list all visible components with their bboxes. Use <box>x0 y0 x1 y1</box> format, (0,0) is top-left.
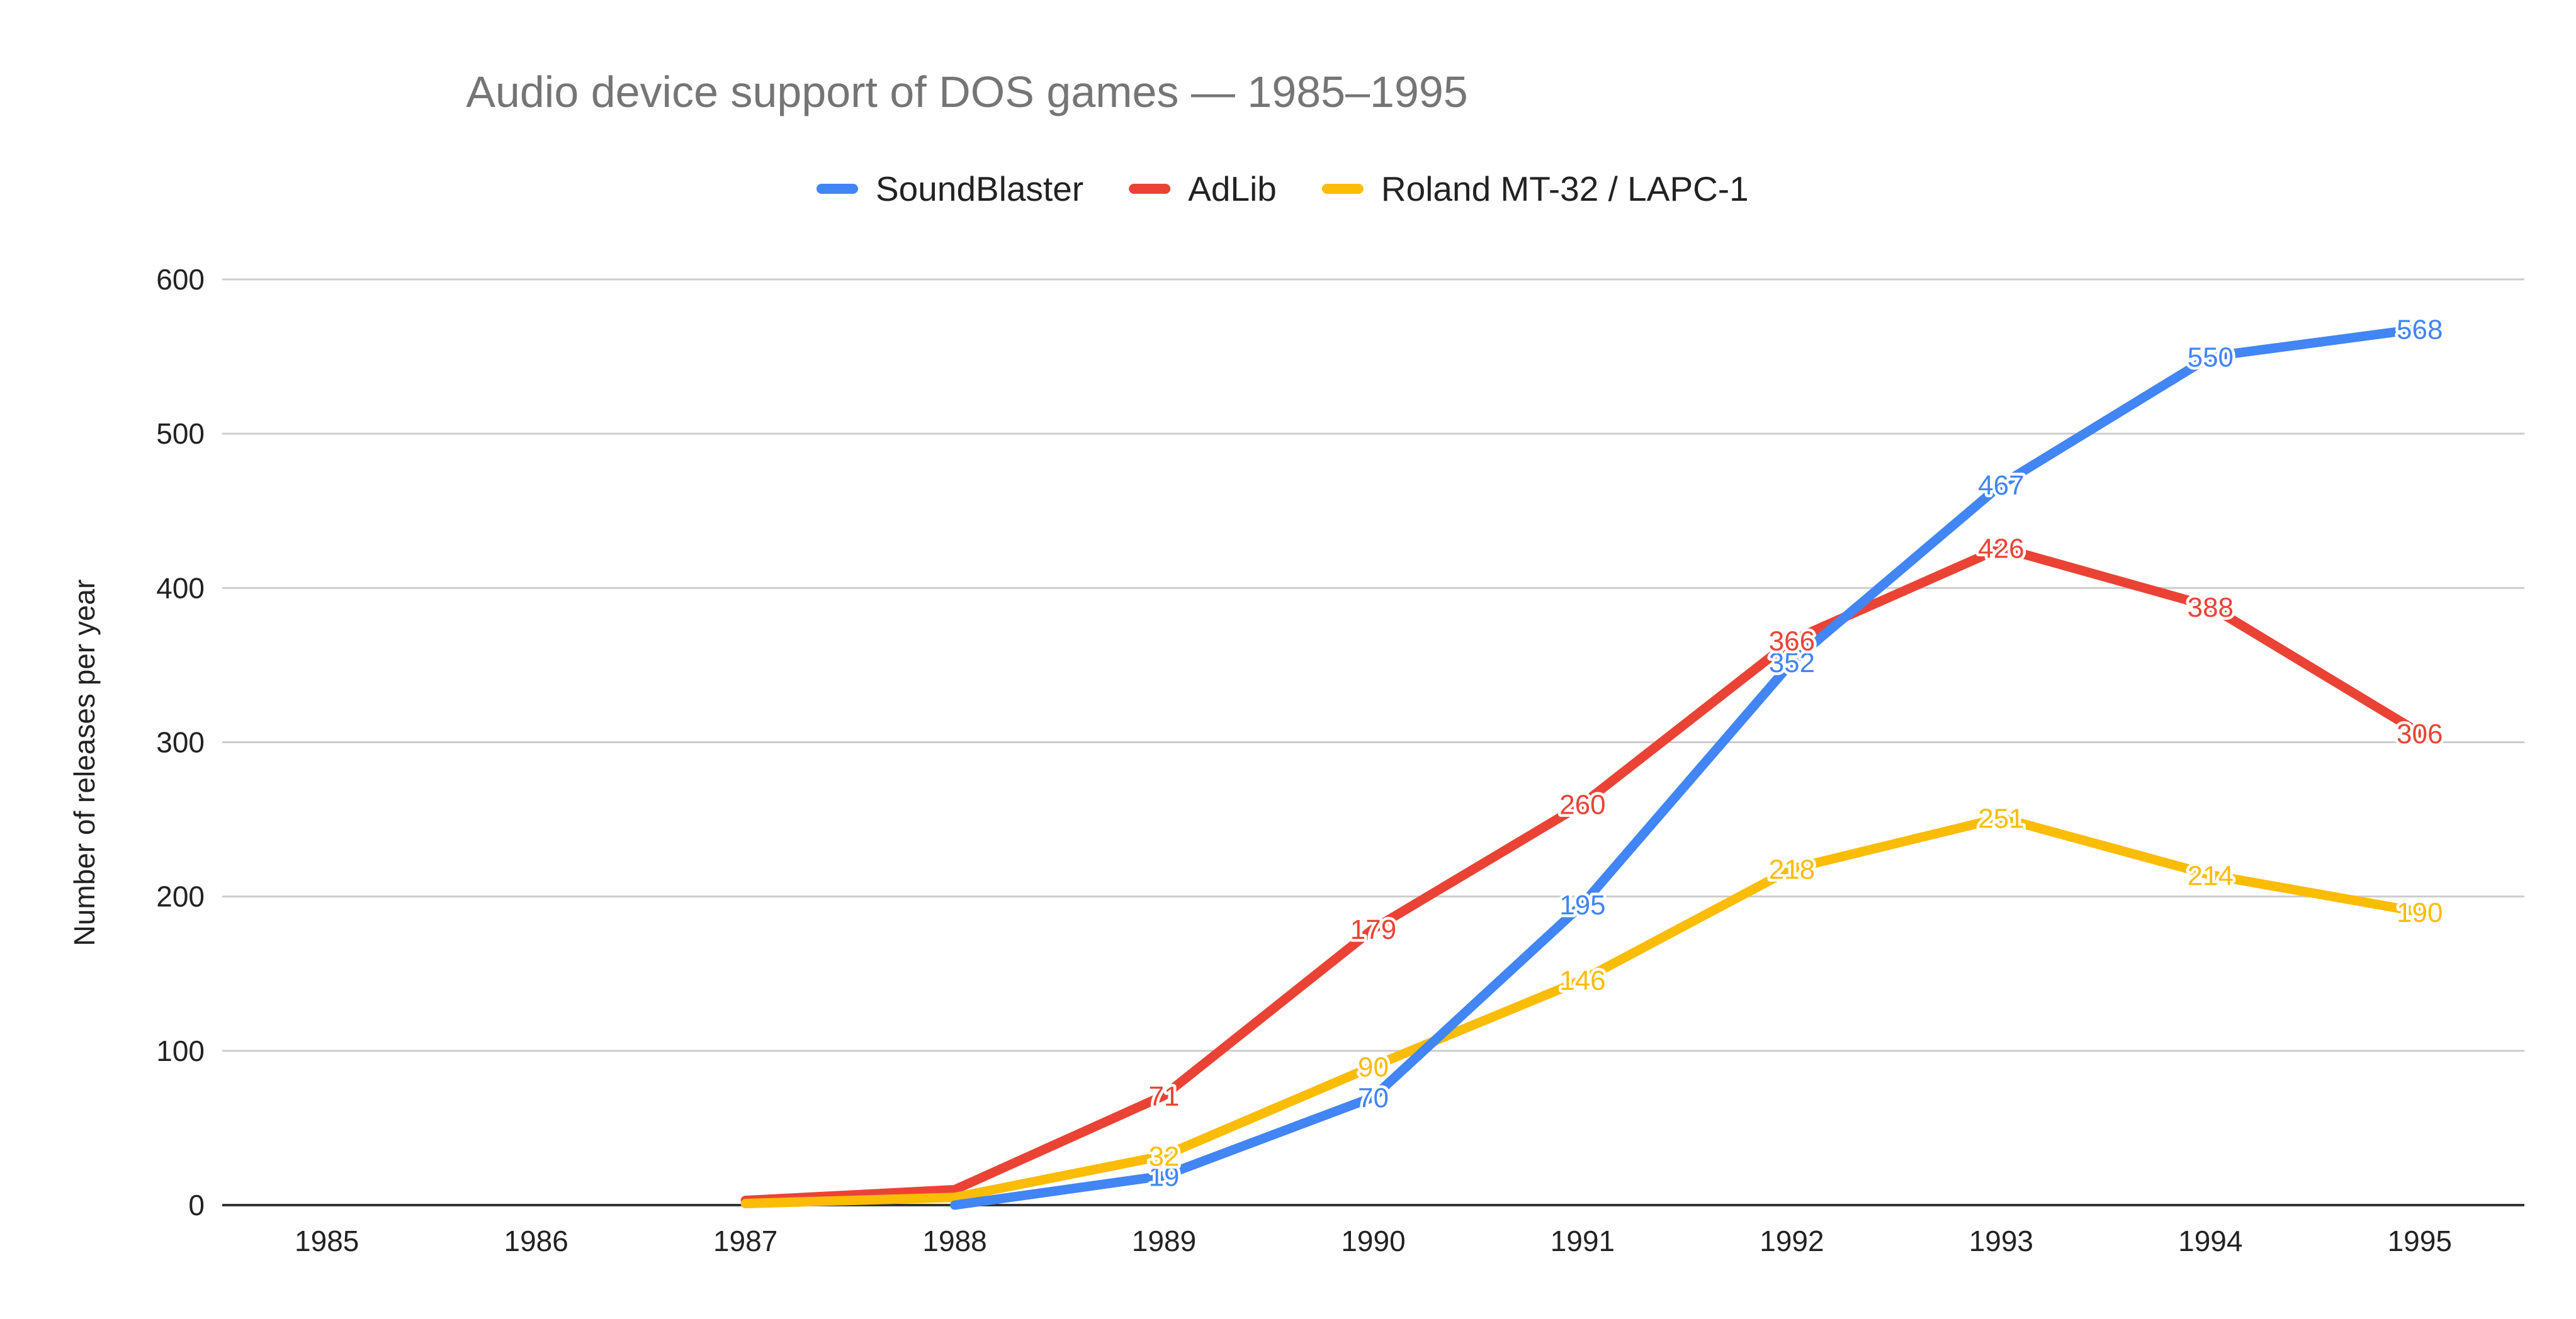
y-tick-label: 100 <box>156 1035 205 1067</box>
legend-label: AdLib <box>1188 169 1277 208</box>
gridlines <box>222 278 2524 1206</box>
data-label-halo: 32 <box>1149 1142 1180 1172</box>
data-label: 251 <box>1978 804 2024 834</box>
data-label: 568 <box>2397 314 2443 345</box>
data-label: 306 <box>2397 719 2443 749</box>
x-tick-label: 1989 <box>1132 1225 1196 1257</box>
data-label: 214 <box>2188 860 2234 891</box>
x-tick-label: 1990 <box>1341 1225 1405 1257</box>
data-label: 195 <box>1559 890 1605 921</box>
legend-item: SoundBlaster <box>816 169 1083 208</box>
data-label-halo: 260 <box>1559 790 1605 821</box>
data-label-halo: 388 <box>2188 592 2234 623</box>
data-label-halo: 70 <box>1358 1082 1389 1113</box>
y-tick-label: 200 <box>156 880 205 913</box>
data-label: 426 <box>1978 534 2024 564</box>
x-axis-ticks: 1985 1986 1987 1988 1989 1990 1991 1992 1993 1994… <box>295 1225 2452 1257</box>
data-label: 352 <box>1769 648 1815 678</box>
data-label-halo: 426 <box>1978 534 2024 564</box>
legend-label: Roland MT-32 / LAPC-1 <box>1381 169 1749 208</box>
data-label: 146 <box>1559 965 1605 996</box>
chart-title: Audio device support of DOS games — 1985… <box>466 67 1468 116</box>
data-label: 90 <box>1358 1052 1389 1082</box>
legend: SoundBlaster AdLib Roland MT-32 / LAPC-1 <box>816 169 1749 208</box>
x-tick-label: 1985 <box>295 1225 359 1257</box>
data-label-halo: 352 <box>1769 648 1815 678</box>
data-label-halo: 195 <box>1559 890 1605 921</box>
data-label-halo: 19 <box>1149 1161 1180 1192</box>
y-tick-label: 300 <box>156 726 205 759</box>
data-label-halo: 251 <box>1978 804 2024 834</box>
y-tick-label: 400 <box>156 571 205 604</box>
data-label: 388 <box>2188 592 2234 623</box>
data-label: 71 <box>1149 1081 1180 1112</box>
series-line <box>950 324 2425 1210</box>
y-tick-label: 500 <box>156 417 205 450</box>
data-label-halo: 146 <box>1559 965 1605 996</box>
data-labels: 1919707019519535235246746755055056856871… <box>1146 312 2446 1195</box>
data-label: 260 <box>1559 790 1605 821</box>
data-label-halo: 179 <box>1350 914 1396 945</box>
data-label-halo: 214 <box>2188 860 2234 891</box>
series-line <box>740 813 2425 1208</box>
series-lines <box>740 324 2425 1210</box>
data-label: 366 <box>1769 626 1815 657</box>
y-tick-label: 600 <box>156 263 205 296</box>
x-tick-label: 1991 <box>1551 1225 1615 1257</box>
data-label: 179 <box>1350 914 1396 945</box>
y-axis-ticks: 0 100 200 300 400 500 600 <box>156 263 205 1221</box>
x-tick-label: 1988 <box>922 1225 986 1257</box>
data-label-halo: 467 <box>1978 470 2024 501</box>
data-label: 70 <box>1358 1082 1389 1113</box>
data-label-halo: 306 <box>2397 719 2443 749</box>
legend-item: AdLib <box>1129 169 1277 208</box>
x-tick-label: 1986 <box>504 1225 568 1257</box>
legend-label: SoundBlaster <box>876 169 1083 208</box>
x-tick-label: 1994 <box>2178 1225 2242 1257</box>
x-tick-label: 1995 <box>2388 1225 2452 1257</box>
data-label-halo: 71 <box>1149 1081 1180 1112</box>
x-tick-label: 1993 <box>1969 1225 2033 1257</box>
data-label-halo: 568 <box>2397 314 2443 345</box>
x-tick-label: 1992 <box>1760 1225 1824 1257</box>
data-label-halo: 190 <box>2397 897 2443 928</box>
data-label-halo: 366 <box>1769 626 1815 657</box>
data-label-halo: 90 <box>1358 1052 1389 1082</box>
y-tick-label: 0 <box>188 1189 205 1221</box>
data-label-halo: 218 <box>1769 855 1815 885</box>
legend-item: Roland MT-32 / LAPC-1 <box>1321 169 1749 208</box>
data-label: 218 <box>1769 855 1815 885</box>
series-line <box>740 543 2425 1206</box>
data-label-halo: 550 <box>2188 342 2234 373</box>
data-label: 550 <box>2188 342 2234 373</box>
x-tick-label: 1987 <box>713 1225 777 1257</box>
data-label: 467 <box>1978 470 2024 501</box>
y-axis-title: Number of releases per year <box>68 580 101 946</box>
data-label: 19 <box>1149 1161 1180 1192</box>
data-label: 190 <box>2397 897 2443 928</box>
data-label: 32 <box>1149 1142 1180 1172</box>
